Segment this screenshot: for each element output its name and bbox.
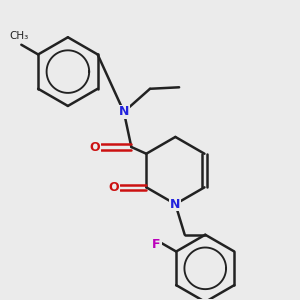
- Text: N: N: [170, 198, 181, 211]
- Text: O: O: [89, 140, 100, 154]
- Text: F: F: [152, 238, 160, 251]
- Text: CH₃: CH₃: [10, 31, 29, 41]
- Text: N: N: [119, 105, 129, 119]
- Text: O: O: [108, 181, 119, 194]
